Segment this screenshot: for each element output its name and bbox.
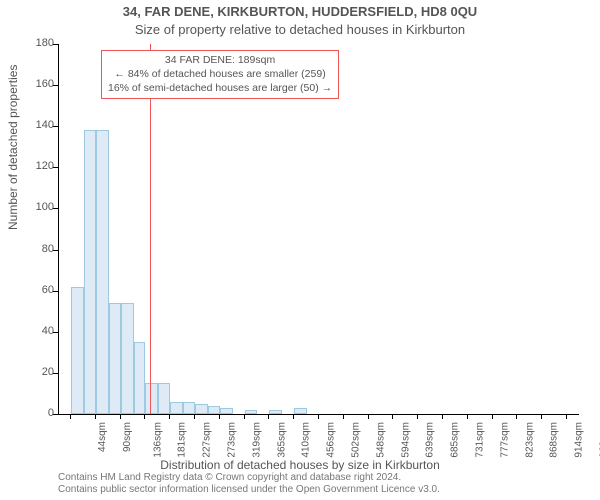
y-tick-label: 180 bbox=[14, 37, 54, 49]
histogram-bar bbox=[96, 130, 108, 414]
x-tick bbox=[467, 414, 468, 419]
histogram-bar bbox=[170, 402, 182, 414]
histogram-bar bbox=[294, 408, 306, 414]
y-tick-label: 40 bbox=[14, 325, 54, 337]
x-tick bbox=[343, 414, 344, 419]
x-tick bbox=[70, 414, 71, 419]
info-line-2: ← 84% of detached houses are smaller (25… bbox=[108, 67, 332, 81]
x-tick bbox=[169, 414, 170, 419]
x-tick-label: 685sqm bbox=[449, 422, 460, 458]
x-axis-label: Distribution of detached houses by size … bbox=[0, 458, 600, 472]
histogram-bar bbox=[71, 287, 83, 414]
histogram-bar bbox=[208, 406, 220, 414]
info-line-1: 34 FAR DENE: 189sqm bbox=[108, 53, 332, 67]
info-box: 34 FAR DENE: 189sqm ← 84% of detached ho… bbox=[101, 50, 339, 99]
x-tick-label: 502sqm bbox=[351, 422, 362, 458]
x-tick bbox=[268, 414, 269, 419]
x-tick-label: 548sqm bbox=[375, 422, 386, 458]
histogram-bar bbox=[84, 130, 96, 414]
x-tick bbox=[318, 414, 319, 419]
chart-title-address: 34, FAR DENE, KIRKBURTON, HUDDERSFIELD, … bbox=[0, 4, 600, 19]
x-tick bbox=[516, 414, 517, 419]
footnote-line-2: Contains public sector information licen… bbox=[58, 484, 440, 496]
x-tick-label: 639sqm bbox=[425, 422, 436, 458]
x-tick-label: 181sqm bbox=[177, 422, 188, 458]
x-tick bbox=[566, 414, 567, 419]
x-tick bbox=[392, 414, 393, 419]
x-tick-label: 914sqm bbox=[573, 422, 584, 458]
x-tick bbox=[293, 414, 294, 419]
x-tick-label: 365sqm bbox=[277, 422, 288, 458]
x-tick bbox=[368, 414, 369, 419]
histogram-bar bbox=[145, 383, 157, 414]
histogram-bar bbox=[195, 404, 207, 414]
histogram-bar bbox=[121, 303, 133, 414]
x-tick-label: 136sqm bbox=[153, 422, 164, 458]
x-tick bbox=[492, 414, 493, 419]
x-tick bbox=[442, 414, 443, 419]
y-tick-label: 0 bbox=[14, 407, 54, 419]
x-tick bbox=[417, 414, 418, 419]
y-tick-label: 140 bbox=[14, 119, 54, 131]
y-tick-label: 20 bbox=[14, 366, 54, 378]
x-tick-label: 731sqm bbox=[474, 422, 485, 458]
y-tick-label: 80 bbox=[14, 243, 54, 255]
x-tick bbox=[244, 414, 245, 419]
footnote: Contains HM Land Registry data © Crown c… bbox=[58, 472, 440, 496]
y-tick-label: 160 bbox=[14, 78, 54, 90]
plot-area: 34 FAR DENE: 189sqm ← 84% of detached ho… bbox=[58, 44, 579, 415]
x-tick-label: 456sqm bbox=[326, 422, 337, 458]
reference-line bbox=[150, 44, 151, 414]
x-tick bbox=[120, 414, 121, 419]
x-tick bbox=[194, 414, 195, 419]
x-tick-label: 594sqm bbox=[400, 422, 411, 458]
histogram-bar bbox=[245, 410, 257, 414]
chart-container: 34, FAR DENE, KIRKBURTON, HUDDERSFIELD, … bbox=[0, 0, 600, 500]
x-tick bbox=[541, 414, 542, 419]
y-tick-label: 100 bbox=[14, 201, 54, 213]
histogram-bar bbox=[134, 342, 146, 414]
x-tick-label: 90sqm bbox=[122, 422, 133, 452]
x-tick-label: 777sqm bbox=[499, 422, 510, 458]
x-tick bbox=[95, 414, 96, 419]
footnote-line-1: Contains HM Land Registry data © Crown c… bbox=[58, 472, 440, 484]
info-line-3: 16% of semi-detached houses are larger (… bbox=[108, 81, 332, 95]
histogram-bar bbox=[269, 410, 281, 414]
histogram-bar bbox=[109, 303, 121, 414]
x-tick-label: 227sqm bbox=[202, 422, 213, 458]
y-tick-label: 60 bbox=[14, 284, 54, 296]
y-tick-label: 120 bbox=[14, 160, 54, 172]
x-tick-label: 273sqm bbox=[227, 422, 238, 458]
histogram-bar bbox=[158, 383, 170, 414]
x-tick-label: 44sqm bbox=[97, 422, 108, 452]
x-tick bbox=[219, 414, 220, 419]
x-tick-label: 868sqm bbox=[548, 422, 559, 458]
chart-subtitle: Size of property relative to detached ho… bbox=[0, 22, 600, 37]
x-tick-label: 410sqm bbox=[301, 422, 312, 458]
x-tick-label: 823sqm bbox=[524, 422, 535, 458]
histogram-bar bbox=[220, 408, 232, 414]
x-tick-label: 319sqm bbox=[252, 422, 263, 458]
x-tick bbox=[144, 414, 145, 419]
histogram-bar bbox=[183, 402, 195, 414]
